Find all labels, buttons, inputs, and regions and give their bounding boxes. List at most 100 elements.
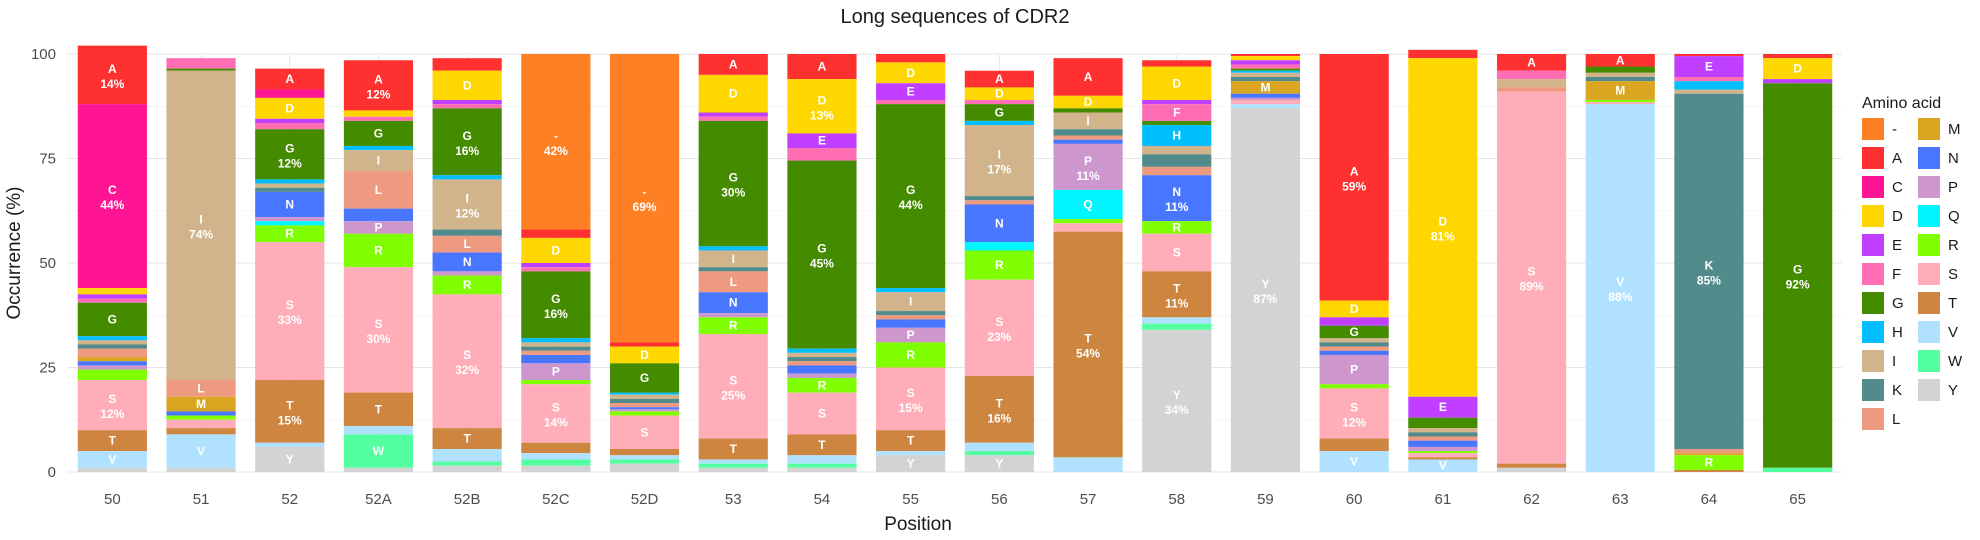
x-tick-label: 52 xyxy=(281,491,298,508)
bar-segment-52B-K xyxy=(432,229,502,236)
bar-segment-60-D xyxy=(1319,300,1389,318)
segment-letter-label: S xyxy=(729,373,737,387)
bar-segment-50-I xyxy=(77,340,147,345)
bar-stack-52: A D G12% N R S33% T15% Y xyxy=(255,68,325,472)
segment-percent-label: 16% xyxy=(987,411,1011,425)
bar-segment-52C-P xyxy=(521,363,591,381)
segment-percent-label: 45% xyxy=(810,257,834,271)
segment-letter-label: M xyxy=(1615,84,1625,98)
segment-letter-label: - xyxy=(554,129,558,143)
x-tick-label: 52C xyxy=(542,491,570,508)
bar-segment-52-G xyxy=(255,129,325,180)
bar-segment-52C-Y xyxy=(521,465,591,472)
legend-swatch xyxy=(1918,292,1940,314)
segment-letter-label: Q xyxy=(1083,197,1092,211)
segment-letter-label: R xyxy=(995,258,1004,272)
bar-segment-58-R xyxy=(1142,221,1212,234)
segment-letter-label: I xyxy=(465,191,468,205)
bar-segment-59-Y xyxy=(1230,108,1301,472)
bar-segment-64-R xyxy=(1674,455,1744,470)
bar-stack-56: ADG I17% N R S23% T16% Y xyxy=(964,70,1034,472)
bar-segment-52A-Y xyxy=(343,467,414,472)
bar-segment-54-E xyxy=(787,133,857,149)
bar-segment-52B-A xyxy=(432,58,502,71)
segment-letter-label: G xyxy=(1349,325,1358,339)
segment-letter-label: T xyxy=(1173,281,1181,295)
segment-letter-label: Y xyxy=(1261,277,1269,291)
segment-letter-label: R xyxy=(285,227,294,241)
bar-segment-63-S xyxy=(1585,102,1655,105)
legend-item-M: M xyxy=(1918,118,1961,140)
bar-segment-61-V xyxy=(1408,459,1478,472)
segment-letter-label: V xyxy=(197,444,205,458)
bar-segment-60-E xyxy=(1319,317,1389,326)
bar-segment-52D-R xyxy=(609,411,680,416)
bar-segment-58-W xyxy=(1142,323,1212,330)
bar-segment-54-H xyxy=(787,348,857,353)
bar-segment-52A-N xyxy=(343,208,414,222)
bar-segment-50-C xyxy=(77,104,147,289)
bar-segment-52C-L xyxy=(521,350,591,355)
y-tick-label: 50 xyxy=(39,255,56,272)
legend-item-H: H xyxy=(1862,321,1903,343)
legend-swatch xyxy=(1862,292,1884,314)
segment-letter-label: A xyxy=(1527,55,1536,69)
bar-segment-51-F xyxy=(166,58,236,69)
legend-swatch xyxy=(1862,118,1884,140)
bar-segment-59-A xyxy=(1230,54,1301,57)
segment-letter-label: D xyxy=(552,243,561,257)
segment-percent-label: 13% xyxy=(810,108,834,122)
segment-percent-label: 17% xyxy=(987,163,1011,177)
segment-letter-label: R xyxy=(374,243,383,257)
bar-stack-50: A14% C44% G S12% TV xyxy=(77,45,147,472)
x-tick-label: 50 xyxy=(104,491,121,508)
bar-segment-57-S xyxy=(1053,223,1123,232)
bar-segment-58-L xyxy=(1142,166,1212,176)
segment-letter-label: Y xyxy=(1173,388,1181,402)
legend-swatch xyxy=(1862,234,1884,256)
segment-letter-label: S xyxy=(641,425,649,439)
segment-percent-label: 14% xyxy=(544,415,568,429)
segment-percent-label: 14% xyxy=(100,77,124,91)
bar-segment-50-R xyxy=(77,369,147,381)
segment-letter-label: G xyxy=(551,292,560,306)
bar-segment-52-H xyxy=(255,179,325,184)
bar-segment-52-K xyxy=(255,187,325,192)
bar-segment-55-H xyxy=(876,288,946,293)
bar-segment-52A-T xyxy=(343,392,414,427)
segment-letter-label: G xyxy=(285,141,294,155)
bar-segment-52D-K xyxy=(609,398,680,404)
bar-segment-52D-I xyxy=(609,394,680,399)
bar-segment-64-I xyxy=(1674,89,1744,94)
bar-segment-52C-E xyxy=(521,263,591,268)
segment-percent-label: 12% xyxy=(366,87,390,101)
bar-segment-56-L xyxy=(964,200,1034,205)
bar-segment-52-Q xyxy=(255,221,325,226)
bar-segment-58-D xyxy=(1142,66,1212,100)
segment-letter-label: G xyxy=(729,171,738,185)
segment-letter-label: T xyxy=(818,438,826,452)
segment-letter-label: L xyxy=(463,237,470,251)
bar-segment-50-G xyxy=(77,302,147,337)
segment-letter-label: P xyxy=(552,365,560,379)
segment-letter-label: T xyxy=(1084,332,1092,346)
segment-letter-label: I xyxy=(732,252,735,266)
segment-letter-label: L xyxy=(375,183,382,197)
segment-percent-label: 16% xyxy=(544,307,568,321)
x-tick-label: 52D xyxy=(631,491,659,508)
segment-percent-label: 11% xyxy=(1165,200,1189,214)
segment-percent-label: 25% xyxy=(721,388,745,402)
bar-stack-52A: A12% GI L PR S30% T W xyxy=(343,60,414,472)
bar-segment-52D-Y xyxy=(609,463,680,472)
bar-segment-54-R xyxy=(787,377,857,393)
bar-segment-55-P xyxy=(876,327,946,343)
y-axis-title: Occurrence (%) xyxy=(4,186,25,319)
segment-letter-label: D xyxy=(1439,214,1448,228)
bar-segment-54-G xyxy=(787,160,857,349)
legend-item-E: E xyxy=(1862,234,1902,256)
legend-swatch xyxy=(1918,176,1940,198)
bar-segment-50-S xyxy=(77,380,147,431)
bar-segment-50-N xyxy=(77,361,147,366)
bar-segment-52C-V xyxy=(521,453,591,460)
